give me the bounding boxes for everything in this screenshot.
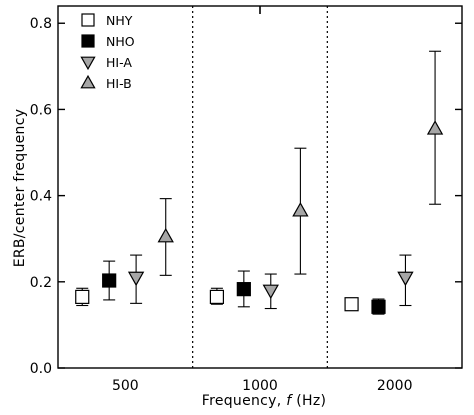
- point-nho: [102, 273, 117, 288]
- x-tick-label: 2000: [377, 378, 413, 394]
- x-axis-title-variable: f: [286, 393, 293, 409]
- y-tick-label: 0.2: [30, 275, 52, 291]
- x-tick-label: 1000: [242, 378, 278, 394]
- y-tick-label: 0.4: [30, 189, 52, 205]
- legend-marker-hi-a: [80, 56, 96, 71]
- y-axis-title: ERB/center frequency: [12, 109, 28, 268]
- point-hi-a: [127, 271, 145, 287]
- point-nho: [236, 282, 251, 297]
- legend-marker-nhy: [81, 13, 95, 27]
- legend: NHY NHO HI-A HI-B: [80, 13, 135, 91]
- legend-label-hi-a: HI-A: [106, 55, 132, 70]
- point-hi-b: [157, 227, 174, 243]
- point-hi-a: [262, 284, 279, 300]
- plot-area: [57, 5, 463, 369]
- x-tick-label: 500: [112, 378, 139, 394]
- point-nhy: [75, 289, 90, 304]
- y-tick-label: 0.6: [30, 102, 52, 118]
- y-tick-label: 0.8: [30, 16, 52, 32]
- point-nhy: [344, 297, 359, 312]
- legend-label-nho: NHO: [106, 34, 135, 49]
- x-axis-title: Frequency, f (Hz): [202, 393, 327, 409]
- point-nho: [371, 299, 386, 314]
- point-hi-b: [426, 120, 444, 135]
- point-hi-b: [292, 202, 309, 217]
- legend-marker-hi-b: [80, 74, 96, 89]
- data-marks: [75, 50, 444, 315]
- x-axis-ticks: 500 1000 2000: [112, 378, 413, 394]
- x-axis-title-suffix: (Hz): [292, 393, 327, 409]
- x-axis-title-prefix: Frequency,: [202, 393, 287, 409]
- point-hi-a: [397, 271, 414, 287]
- point-nhy: [209, 289, 225, 304]
- legend-label-nhy: NHY: [106, 13, 133, 28]
- y-axis-ticks: 0.0 0.2 0.4 0.6 0.8: [30, 16, 462, 377]
- legend-label-hi-b: HI-B: [106, 76, 132, 91]
- legend-marker-nho: [81, 34, 95, 48]
- y-tick-label: 0.0: [30, 361, 52, 377]
